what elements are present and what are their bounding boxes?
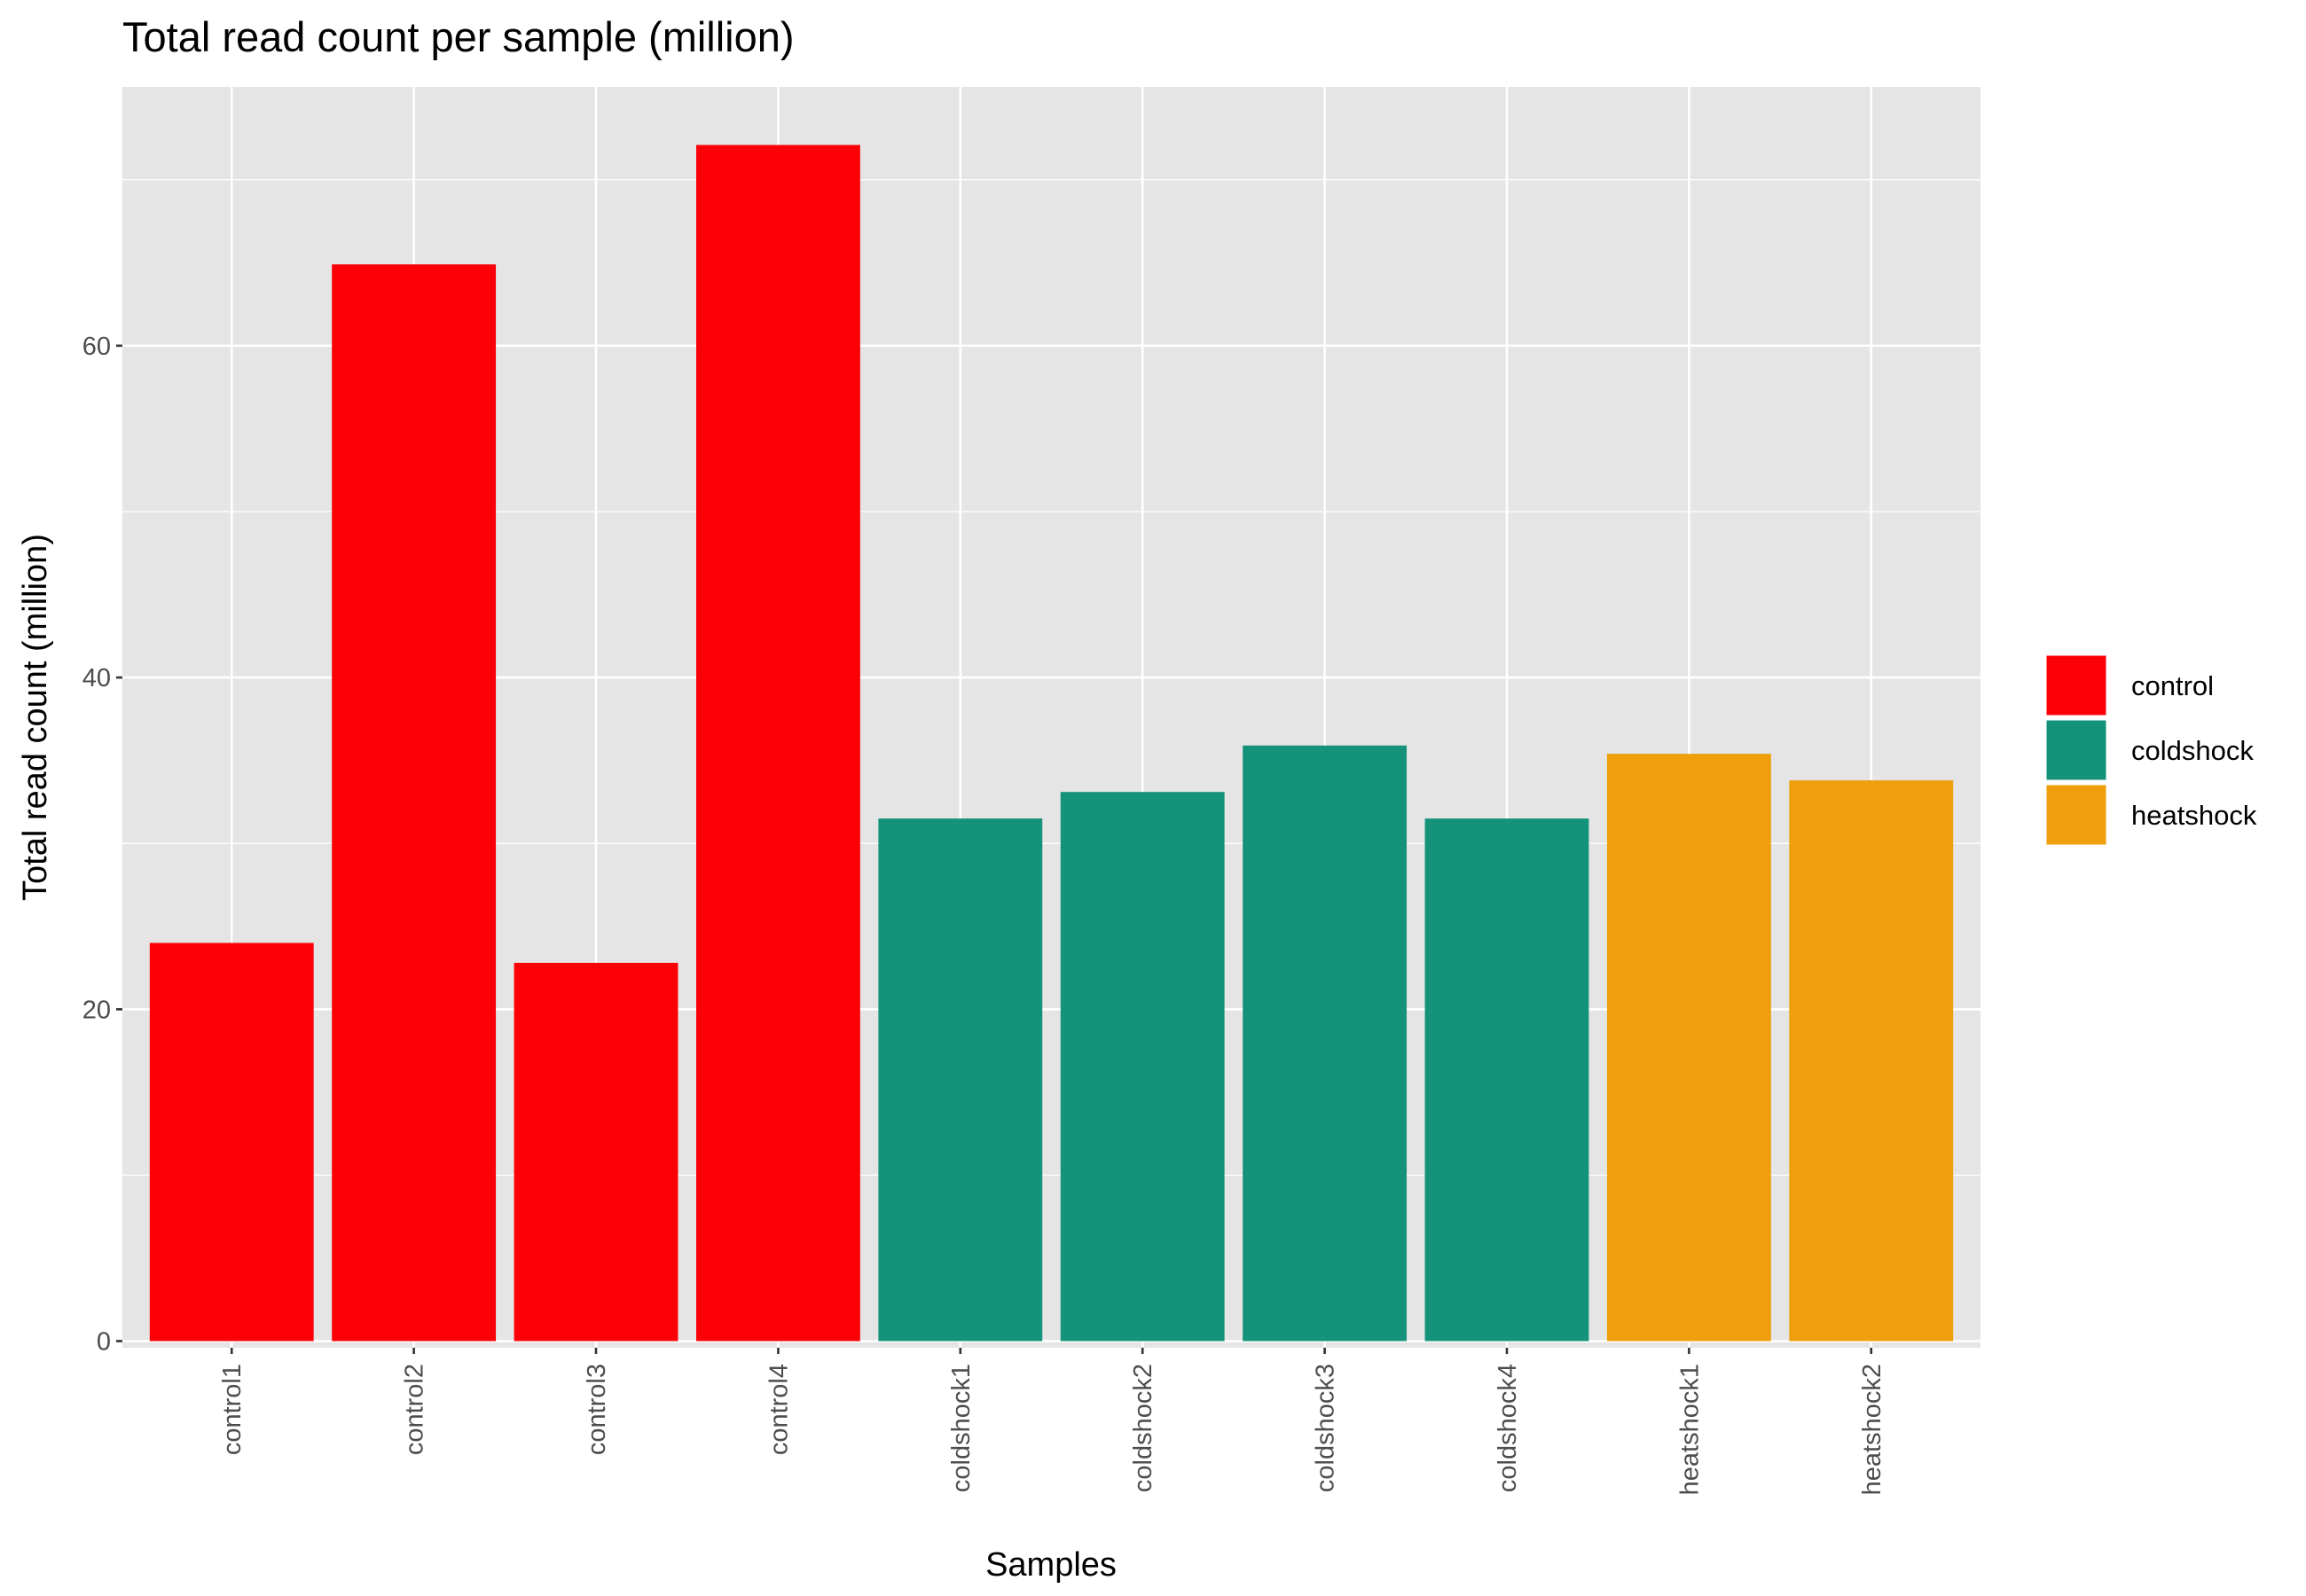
y-tick-label: 0 bbox=[97, 1328, 111, 1357]
y-tick-label: 40 bbox=[82, 664, 111, 692]
bars bbox=[149, 145, 1954, 1342]
bar-control3 bbox=[514, 962, 678, 1342]
x-axis-ticks: control1 control2 control3 control4 coldshoc… bbox=[218, 1348, 1886, 1495]
bar-coldshock1 bbox=[878, 818, 1043, 1342]
x-tick-label: control1 bbox=[218, 1364, 247, 1455]
x-tick-label: control4 bbox=[765, 1364, 793, 1455]
x-axis-title: Samples bbox=[985, 1546, 1117, 1584]
x-tick-label: coldshock1 bbox=[947, 1364, 976, 1492]
bar-coldshock2 bbox=[1060, 792, 1225, 1342]
bar-control4 bbox=[695, 145, 860, 1342]
bar-control1 bbox=[149, 943, 314, 1342]
legend-key-coldshock bbox=[2043, 717, 2109, 783]
legend-label-control: control bbox=[2131, 670, 2214, 701]
x-tick-label: heatshock2 bbox=[1858, 1364, 1886, 1495]
y-axis-title: Total read count (million) bbox=[17, 534, 54, 901]
x-tick-label: coldshock2 bbox=[1129, 1364, 1157, 1492]
bar-heatshock2 bbox=[1789, 780, 1954, 1342]
x-tick-label: coldshock3 bbox=[1312, 1364, 1340, 1492]
x-tick-label: control3 bbox=[583, 1364, 611, 1455]
x-tick-label: control2 bbox=[401, 1364, 429, 1455]
bar-control2 bbox=[332, 264, 497, 1342]
legend-label-coldshock: coldshock bbox=[2131, 735, 2254, 766]
legend: control coldshock heatshock bbox=[2043, 653, 2257, 848]
y-tick-label: 60 bbox=[82, 332, 111, 361]
chart-title: Total read count per sample (million) bbox=[122, 13, 795, 60]
x-tick-label: heatshock1 bbox=[1675, 1364, 1704, 1495]
legend-label-heatshock: heatshock bbox=[2131, 800, 2257, 831]
bar-coldshock3 bbox=[1243, 745, 1408, 1342]
y-tick-label: 20 bbox=[82, 996, 111, 1024]
y-axis-ticks: 0 20 40 60 bbox=[82, 332, 122, 1357]
legend-key-control bbox=[2043, 653, 2109, 718]
bar-coldshock4 bbox=[1424, 818, 1589, 1342]
x-tick-label: coldshock4 bbox=[1494, 1364, 1522, 1492]
bar-heatshock1 bbox=[1606, 754, 1771, 1342]
legend-key-heatshock bbox=[2043, 782, 2109, 848]
